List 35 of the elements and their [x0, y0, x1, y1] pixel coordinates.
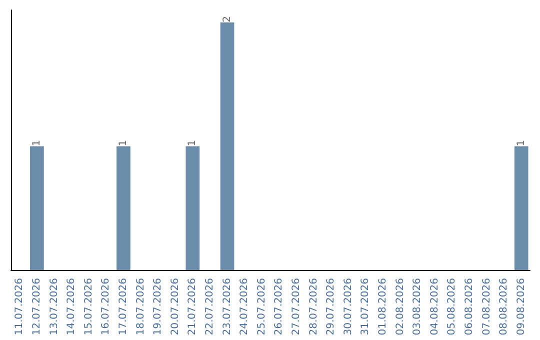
- x-tick-label: 15.07.2026: [83, 278, 94, 336]
- x-tick-label: 12.07.2026: [31, 278, 42, 336]
- data-label: 1: [31, 140, 42, 146]
- x-tick-label: 08.08.2026: [498, 278, 510, 336]
- x-tick-label: 05.08.2026: [446, 278, 458, 336]
- x-tick-label: 04.08.2026: [429, 278, 440, 336]
- x-tick-label: 31.07.2026: [360, 278, 372, 336]
- x-tick-label: 09.08.2026: [516, 278, 527, 336]
- x-tick-label: 02.08.2026: [394, 278, 406, 336]
- x-tick-label: 25.07.2026: [256, 278, 268, 336]
- x-tick-label: 14.07.2026: [66, 278, 78, 336]
- x-tick-label: 28.07.2026: [308, 278, 320, 336]
- x-tick-label: 18.07.2026: [135, 278, 146, 336]
- x-tick-label: 19.07.2026: [152, 278, 164, 336]
- x-tick-label: 03.08.2026: [412, 278, 424, 336]
- x-tick-label: 21.07.2026: [187, 278, 198, 336]
- data-label: 1: [118, 140, 129, 146]
- data-label: 1: [516, 140, 527, 146]
- x-tick-label: 11.07.2026: [14, 278, 26, 336]
- x-tick-label: 27.07.2026: [290, 278, 302, 336]
- x-tick-label: 30.07.2026: [342, 278, 354, 336]
- x-tick-label: 23.07.2026: [222, 278, 233, 336]
- x-tick-label: 20.07.2026: [170, 278, 181, 336]
- x-tick-label: 13.07.2026: [48, 278, 60, 336]
- data-label: 2: [222, 16, 233, 22]
- x-tick-label: 24.07.2026: [239, 278, 250, 336]
- x-tick-label: 22.07.2026: [204, 278, 216, 336]
- x-tick-label: 07.08.2026: [481, 278, 492, 336]
- x-tick-label: 26.07.2026: [274, 278, 285, 336]
- x-tick-label: 01.08.2026: [377, 278, 388, 336]
- x-tick-label: 29.07.2026: [326, 278, 337, 336]
- x-tick-label: 06.08.2026: [464, 278, 475, 336]
- x-tick-label: 17.07.2026: [118, 278, 129, 336]
- x-tick-label: 16.07.2026: [100, 278, 112, 336]
- data-label: 1: [187, 140, 198, 146]
